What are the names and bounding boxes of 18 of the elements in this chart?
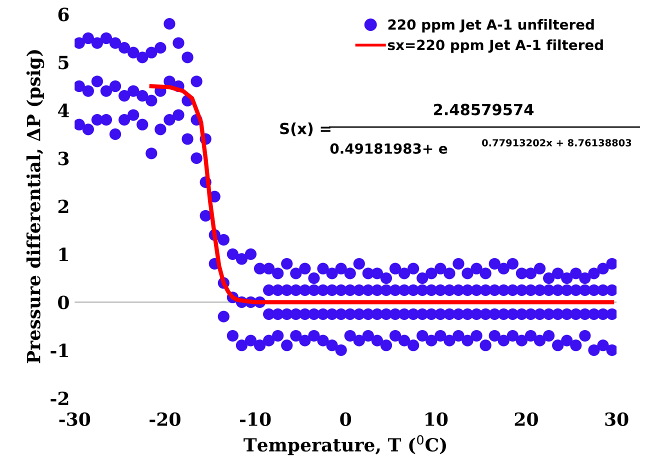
y-tick-label: -2 bbox=[50, 392, 68, 406]
x-tick-label: 30 bbox=[605, 412, 628, 426]
x-tick-label: -30 bbox=[59, 412, 90, 426]
x-tick-label: -20 bbox=[150, 412, 180, 426]
y-axis-title: Pressure differential, ΔP (psig) bbox=[26, 50, 44, 364]
x-tick-label: 20 bbox=[514, 412, 538, 426]
y-tick-label: 0 bbox=[58, 296, 69, 310]
x-axis-title: Temperature, T ($^{0}$C) bbox=[244, 435, 446, 456]
x-tick-label: 10 bbox=[426, 412, 448, 426]
y-tick-label: -1 bbox=[50, 344, 68, 358]
y-tick-label: 3 bbox=[58, 152, 69, 166]
x-tick-label: 0 bbox=[340, 412, 352, 426]
y-tick-label: 1 bbox=[59, 248, 68, 262]
x-tick-label: -10 bbox=[240, 412, 271, 426]
y-tick-label: 5 bbox=[58, 56, 68, 70]
y-tick-label: 6 bbox=[58, 8, 69, 22]
y-tick-label: 4 bbox=[58, 104, 70, 118]
y-tick-label: 2 bbox=[58, 200, 68, 214]
